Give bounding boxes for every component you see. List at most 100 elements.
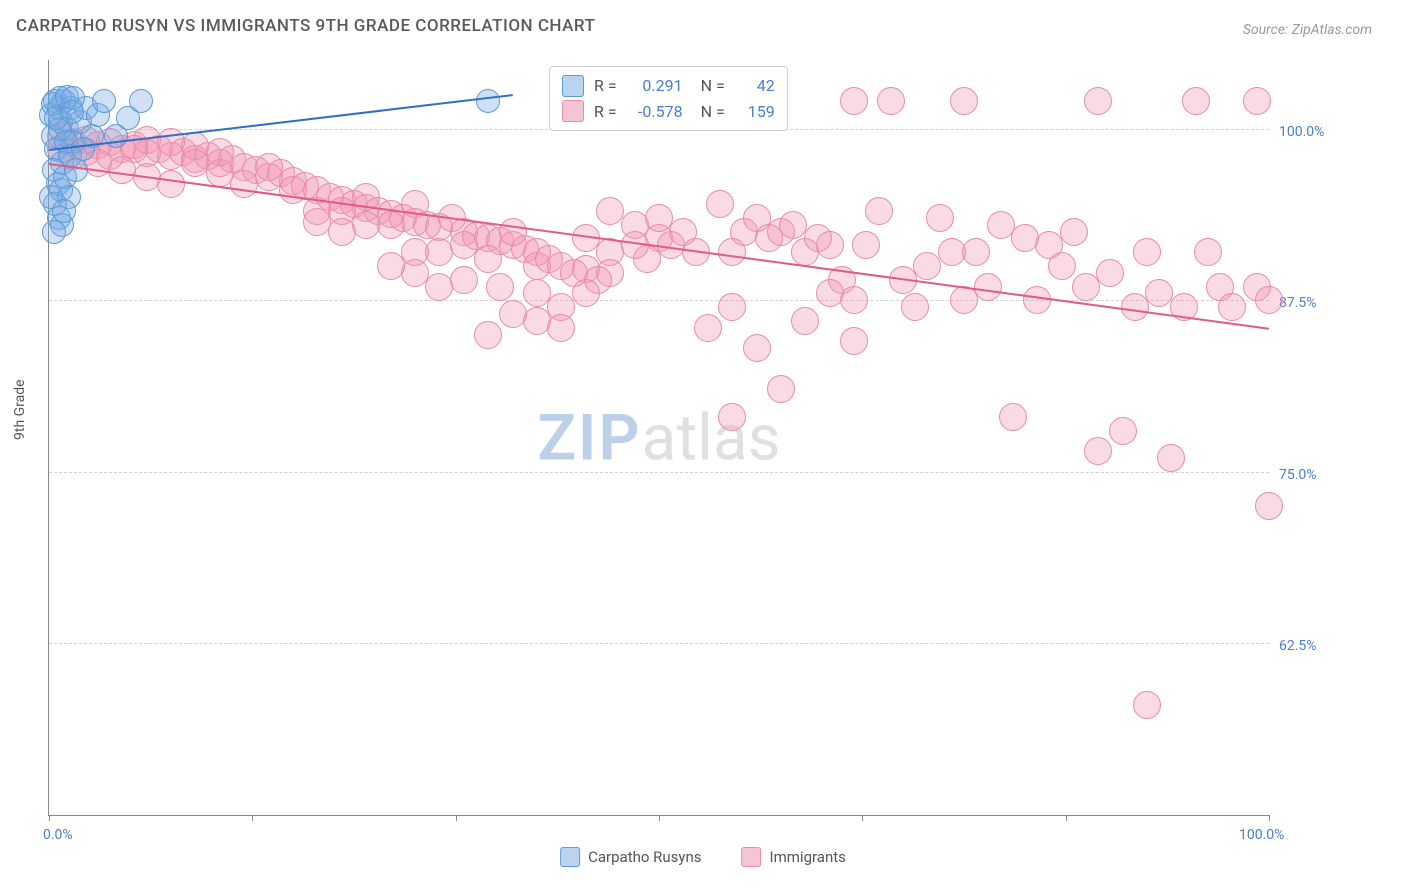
data-point <box>255 153 283 181</box>
x-tick <box>1066 815 1067 821</box>
legend-swatch-2 <box>562 100 584 122</box>
data-point <box>840 87 868 115</box>
data-point <box>694 314 722 342</box>
data-point <box>1194 238 1222 266</box>
data-point <box>1182 87 1210 115</box>
data-point <box>230 170 258 198</box>
data-point <box>181 132 209 160</box>
data-point <box>129 89 153 113</box>
data-point <box>743 334 771 362</box>
x-tick-label: 100.0% <box>1239 827 1284 843</box>
n-label-2: N = <box>701 99 725 125</box>
data-point <box>669 218 697 246</box>
x-tick <box>49 815 50 821</box>
data-point <box>840 327 868 355</box>
data-point <box>206 138 234 166</box>
x-tick <box>252 815 253 821</box>
data-point <box>92 89 116 113</box>
data-point <box>71 137 95 161</box>
r-value-1: 0.291 <box>627 73 683 99</box>
data-point <box>718 403 746 431</box>
data-point <box>1072 273 1100 301</box>
stats-row-1: R = 0.291 N = 42 <box>562 73 775 99</box>
plot-area: ZIPatlas 62.5%75.0%87.5%100.0%0.0%100.0%… <box>48 60 1269 816</box>
data-point <box>1133 691 1161 719</box>
data-point <box>1243 87 1271 115</box>
data-point <box>926 204 954 232</box>
n-label-1: N = <box>701 73 725 99</box>
legend-swatch-1 <box>562 75 584 97</box>
y-tick-label: 75.0% <box>1279 467 1359 483</box>
y-tick-label: 100.0% <box>1279 124 1359 140</box>
data-point <box>474 245 502 273</box>
data-point <box>1023 286 1051 314</box>
data-point <box>1084 437 1112 465</box>
y-tick-label: 62.5% <box>1279 638 1359 654</box>
data-point <box>1048 252 1076 280</box>
data-point <box>157 170 185 198</box>
data-point <box>816 231 844 259</box>
watermark-atlas: atlas <box>642 400 781 475</box>
data-point <box>476 89 500 113</box>
bottom-swatch-2 <box>742 847 762 867</box>
data-point <box>767 375 795 403</box>
data-point <box>303 208 331 236</box>
data-point <box>572 279 600 307</box>
data-point <box>401 238 429 266</box>
n-value-2: 159 <box>735 99 775 125</box>
r-label-1: R = <box>594 73 617 99</box>
y-axis-label: 9th Grade <box>12 379 28 440</box>
data-point <box>974 273 1002 301</box>
data-point <box>1218 293 1246 321</box>
x-tick <box>1269 815 1270 821</box>
data-point <box>499 218 527 246</box>
data-point <box>1255 286 1283 314</box>
bottom-legend-item-2: Immigrants <box>742 847 846 867</box>
data-point <box>377 252 405 280</box>
data-point <box>596 259 624 287</box>
data-point <box>1096 259 1124 287</box>
data-point <box>865 197 893 225</box>
x-tick <box>456 815 457 821</box>
data-point <box>950 87 978 115</box>
bottom-swatch-1 <box>560 847 580 867</box>
n-value-1: 42 <box>735 73 775 99</box>
watermark-zip: ZIP <box>537 400 641 475</box>
data-point <box>486 273 514 301</box>
x-tick <box>862 815 863 821</box>
data-point <box>547 314 575 342</box>
data-point <box>1109 417 1137 445</box>
data-point <box>718 293 746 321</box>
data-point <box>999 403 1027 431</box>
chart-title: CARPATHO RUSYN VS IMMIGRANTS 9TH GRADE C… <box>16 16 595 36</box>
x-tick-label: 0.0% <box>43 827 73 843</box>
data-point <box>474 321 502 349</box>
data-point <box>901 293 929 321</box>
x-tick <box>659 815 660 821</box>
gridline <box>49 472 1269 473</box>
data-point <box>840 286 868 314</box>
source-label: Source: ZipAtlas.com <box>1243 22 1372 38</box>
data-point <box>377 211 405 239</box>
data-point <box>1060 218 1088 246</box>
data-point <box>950 286 978 314</box>
data-point <box>1121 293 1149 321</box>
data-point <box>1157 444 1185 472</box>
gridline <box>49 643 1269 644</box>
trend-line <box>49 163 1269 330</box>
data-point <box>1255 492 1283 520</box>
r-value-2: -0.578 <box>627 99 683 125</box>
data-point <box>962 238 990 266</box>
bottom-legend: Carpatho Rusyns Immigrants <box>560 847 846 867</box>
data-point <box>352 211 380 239</box>
data-point <box>816 279 844 307</box>
data-point <box>913 252 941 280</box>
stats-legend: R = 0.291 N = 42 R = -0.578 N = 159 <box>549 66 788 131</box>
data-point <box>877 87 905 115</box>
r-label-2: R = <box>594 99 617 125</box>
data-point <box>42 220 66 244</box>
data-point <box>1133 238 1161 266</box>
bottom-legend-label-2: Immigrants <box>770 848 846 866</box>
y-tick-label: 87.5% <box>1279 295 1359 311</box>
data-point <box>791 307 819 335</box>
